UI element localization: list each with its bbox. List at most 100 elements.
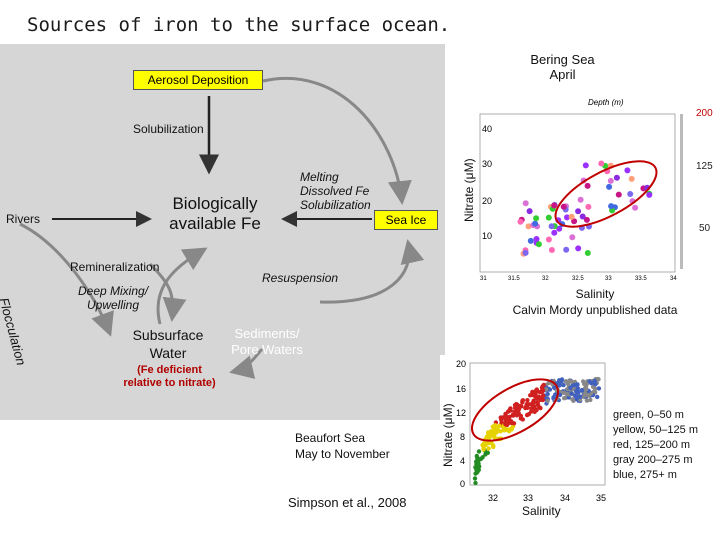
beaufort-point bbox=[572, 382, 577, 388]
aerosol-deposition-box: Aerosol Deposition bbox=[133, 70, 263, 90]
bering-xtick-1: 31 bbox=[480, 276, 487, 282]
beaufort-point bbox=[574, 396, 579, 402]
melting-line2: Dissolved Fe bbox=[300, 184, 370, 198]
bering-point bbox=[582, 162, 589, 169]
bering-point bbox=[624, 167, 631, 174]
beaufort-point bbox=[525, 398, 530, 403]
beaufort-point bbox=[573, 393, 579, 398]
beaufort-point bbox=[524, 404, 529, 409]
beaufort-xlabel: Salinity bbox=[522, 504, 561, 518]
beaufort-point bbox=[473, 480, 478, 486]
legend-red: red, 125–200 m bbox=[613, 439, 691, 451]
subsurface-line1: Subsurface bbox=[132, 327, 204, 343]
beaufort-point bbox=[515, 403, 520, 408]
beaufort-point bbox=[596, 377, 601, 382]
bering-point bbox=[568, 213, 575, 220]
beaufort-point bbox=[584, 398, 590, 403]
deep-mixing-line2: Upwelling bbox=[87, 298, 140, 312]
beaufort-yticks: 20 16 12 8 4 0 bbox=[456, 359, 466, 489]
beaufort-point bbox=[512, 409, 517, 415]
bering-point bbox=[584, 250, 591, 256]
bering-xtick-4: 32.5 bbox=[572, 276, 584, 282]
beaufort-point bbox=[536, 394, 541, 399]
beaufort-point bbox=[551, 395, 556, 400]
beaufort-point bbox=[538, 405, 543, 411]
beaufort-point bbox=[595, 394, 600, 400]
beaufort-point bbox=[535, 400, 540, 405]
bering-highlight-ellipse bbox=[554, 160, 658, 228]
bering-point bbox=[560, 203, 567, 210]
beaufort-highlight-ellipse bbox=[471, 378, 559, 442]
beaufort-point bbox=[486, 446, 491, 451]
fe-deficient-line1: (Fe deficient bbox=[137, 364, 202, 376]
beaufort-scatter-points bbox=[472, 376, 602, 486]
bio-fe-line1: Biologically bbox=[172, 194, 258, 213]
bering-point bbox=[607, 177, 614, 184]
beaufort-point bbox=[544, 387, 549, 392]
beaufort-point bbox=[540, 388, 545, 393]
beaufort-point bbox=[582, 393, 588, 398]
bering-point bbox=[551, 229, 558, 236]
beaufort-point bbox=[540, 393, 546, 398]
bering-plot-frame bbox=[479, 113, 676, 273]
bering-point bbox=[579, 213, 586, 220]
bering-title-line2: April bbox=[549, 67, 576, 82]
beaufort-point bbox=[505, 427, 510, 433]
sea-ice-box: Sea Ice bbox=[374, 210, 438, 230]
bering-point bbox=[608, 203, 615, 210]
beaufort-title-line2: May to November bbox=[295, 447, 390, 461]
beaufort-point bbox=[562, 390, 567, 396]
bio-fe-line2: available Fe bbox=[169, 214, 261, 233]
subsurface-water: Subsurface Water bbox=[118, 326, 218, 362]
beaufort-point bbox=[531, 400, 537, 405]
bering-point bbox=[548, 223, 555, 230]
bering-credit: Calvin Mordy unpublished data bbox=[512, 303, 678, 317]
beaufort-point bbox=[559, 377, 565, 382]
slide-title: Sources of iron to the surface ocean. bbox=[27, 14, 451, 36]
bering-point bbox=[575, 208, 582, 215]
bering-point bbox=[556, 225, 563, 232]
beaufort-point bbox=[496, 424, 501, 429]
beaufort-plot-frame bbox=[469, 362, 606, 486]
beaufort-point bbox=[486, 431, 491, 436]
beaufort-point bbox=[540, 397, 546, 403]
bering-xtick-3: 32 bbox=[542, 276, 549, 282]
bering-xtick-2: 31.5 bbox=[508, 276, 520, 282]
bering-point bbox=[545, 214, 552, 221]
bering-scatter-points bbox=[517, 160, 653, 257]
bering-point bbox=[632, 204, 639, 211]
deep-mixing-line1: Deep Mixing/ bbox=[78, 284, 149, 298]
beaufort-point bbox=[491, 444, 496, 450]
beaufort-point bbox=[562, 396, 567, 401]
melting-label: Melting Dissolved Fe Solubilization bbox=[300, 170, 371, 212]
biologically-available-fe: Biologically available Fe bbox=[140, 194, 290, 234]
melting-line1: Melting bbox=[300, 170, 339, 184]
legend-green: green, 0–50 m bbox=[613, 409, 684, 421]
rivers-label: Rivers bbox=[6, 212, 41, 226]
resuspension-arrow bbox=[319, 239, 425, 304]
beaufort-point bbox=[503, 421, 508, 427]
bering-point bbox=[585, 203, 592, 210]
beaufort-point bbox=[588, 397, 593, 403]
deep-mixing-label: Deep Mixing/ Upwelling bbox=[78, 284, 148, 312]
bering-ylabel: Nitrate (μM) bbox=[462, 158, 476, 222]
bering-colorbar bbox=[680, 114, 683, 269]
beaufort-xticks: 32 33 34 35 bbox=[488, 493, 606, 503]
bering-xtick-7: 34 bbox=[670, 276, 677, 282]
bering-point bbox=[527, 237, 534, 244]
legend-blue: blue, 275+ m bbox=[613, 469, 677, 481]
beaufort-point bbox=[491, 429, 497, 434]
iron-sources-diagram: Aerosol Deposition Solubilization Rivers… bbox=[0, 44, 445, 420]
beaufort-ytick-4: 4 bbox=[460, 456, 465, 466]
beaufort-point bbox=[476, 449, 482, 454]
beaufort-point bbox=[584, 387, 589, 392]
beaufort-point bbox=[578, 394, 583, 399]
legend-yellow: yellow, 50–125 m bbox=[613, 424, 698, 436]
beaufort-point bbox=[569, 391, 574, 396]
bering-point bbox=[526, 208, 533, 215]
beaufort-point bbox=[520, 400, 525, 405]
melting-line3: Solubilization bbox=[300, 198, 371, 212]
bering-point bbox=[535, 241, 542, 248]
bering-point bbox=[517, 218, 524, 225]
bering-yticks: 40 30 20 10 bbox=[482, 124, 492, 241]
